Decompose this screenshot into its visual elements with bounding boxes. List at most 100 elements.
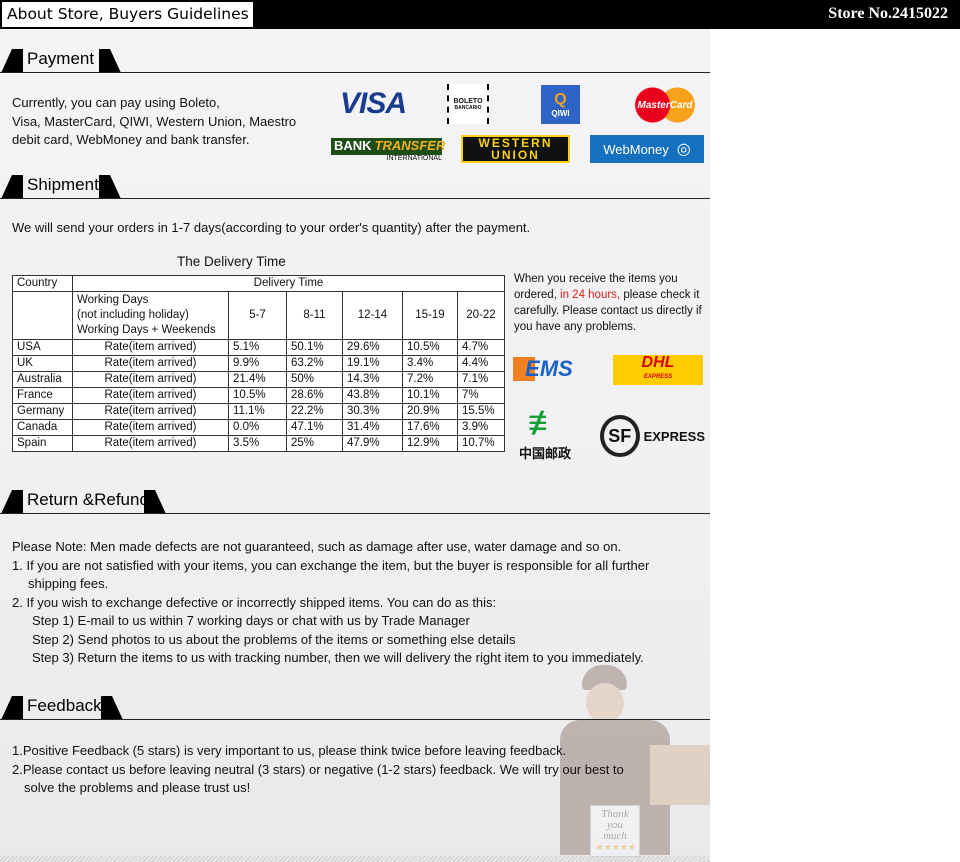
rate-cell: 29.6% bbox=[342, 339, 403, 356]
rate-cell: 50% bbox=[286, 371, 343, 388]
rate-cell: 9.9% bbox=[228, 355, 287, 372]
range-header: 12-14 bbox=[342, 291, 403, 340]
rate-cell: 10.5% bbox=[228, 387, 287, 404]
rate-cell: 11.1% bbox=[228, 403, 287, 420]
text-line: Step 2) Send photos to us about the prob… bbox=[32, 631, 516, 647]
delivery-man-image: Thank you much ★★★★★ bbox=[550, 665, 710, 857]
page-title: About Store, Buyers Guidelines bbox=[2, 2, 253, 27]
table-row: UK Rate(item arrived) 9.9% 63.2% 19.1% 3.4% 4.… bbox=[12, 355, 505, 372]
western-union-logo: WESTERN UNION bbox=[461, 135, 570, 163]
section-header-payment: Payment bbox=[0, 47, 710, 73]
rate-cell: 7% bbox=[457, 387, 505, 404]
rate-cell: 4.4% bbox=[457, 355, 505, 372]
range-header: 8-11 bbox=[286, 291, 343, 340]
rate-cell: 21.4% bbox=[228, 371, 287, 388]
sub-label: Working Days + Weekends bbox=[77, 324, 216, 336]
rate-label: Rate(item arrived) bbox=[72, 339, 229, 356]
rate-cell: 7.2% bbox=[402, 371, 458, 388]
rate-cell: 22.2% bbox=[286, 403, 343, 420]
logo-text: BANCARIO bbox=[454, 104, 482, 111]
logo-text: DHL bbox=[641, 354, 675, 371]
text-line: 1.Positive Feedback (5 stars) is very im… bbox=[12, 743, 567, 758]
rate-label: Rate(item arrived) bbox=[72, 355, 229, 372]
section-header-shipment: Shipment bbox=[0, 173, 710, 199]
rate-cell: 14.3% bbox=[342, 371, 403, 388]
ems-logo: EMS bbox=[513, 356, 585, 381]
logo-text: BANK bbox=[334, 137, 372, 153]
text-line: solve the problems and please trust us! bbox=[24, 780, 251, 795]
dhl-logo: DHL EXPRESS bbox=[613, 355, 703, 385]
country-cell: Australia bbox=[12, 371, 73, 388]
rate-cell: 30.3% bbox=[342, 403, 403, 420]
table-row: Spain Rate(item arrived) 3.5% 25% 47.9% 12.9%… bbox=[12, 435, 505, 452]
section-title: Shipment bbox=[27, 175, 99, 194]
mastercard-logo: MasterCard bbox=[634, 86, 696, 124]
store-number: Store No.2415022 bbox=[828, 5, 948, 22]
rate-cell: 7.1% bbox=[457, 371, 505, 388]
logo-text: BOLETO bbox=[453, 97, 483, 105]
table-row: USA Rate(item arrived) 5.1% 50.1% 29.6% 10.5%… bbox=[12, 339, 505, 356]
range-header: 5-7 bbox=[228, 291, 287, 340]
sub-label: (not including holiday) bbox=[77, 309, 189, 321]
logo-text: 中国邮政 bbox=[518, 445, 571, 461]
rate-cell: 5.1% bbox=[228, 339, 287, 356]
rate-cell: 12.9% bbox=[402, 435, 458, 452]
country-cell: France bbox=[12, 387, 73, 404]
payment-text: Currently, you can pay using Boleto, Vis… bbox=[12, 94, 296, 150]
rate-cell: 25% bbox=[286, 435, 343, 452]
rate-cell: 3.4% bbox=[402, 355, 458, 372]
top-bar: About Store, Buyers Guidelines Store No.… bbox=[0, 0, 960, 29]
logo-text: UNION bbox=[491, 148, 540, 162]
logo-text: WESTERN bbox=[478, 136, 553, 150]
rate-cell: 10.7% bbox=[457, 435, 505, 452]
boleto-logo: BOLETO BANCARIO bbox=[447, 84, 489, 124]
header-delivery-time: Delivery Time bbox=[72, 275, 505, 292]
rate-cell: 63.2% bbox=[286, 355, 343, 372]
logo-text: QIWI bbox=[551, 109, 570, 118]
rate-cell: 17.6% bbox=[402, 419, 458, 436]
rate-cell: 20.9% bbox=[402, 403, 458, 420]
rate-cell: 15.5% bbox=[457, 403, 505, 420]
logo-text: INTERNATIONAL bbox=[386, 154, 443, 162]
rate-cell: 3.9% bbox=[457, 419, 505, 436]
china-post-logo: ≢ 中国邮政 bbox=[518, 403, 571, 461]
shipment-text: We will send your orders in 1-7 days(acc… bbox=[12, 220, 531, 235]
section-title: Return &Refund bbox=[27, 490, 149, 509]
text-line: Currently, you can pay using Boleto, bbox=[12, 95, 220, 110]
rate-cell: 3.5% bbox=[228, 435, 287, 452]
country-cell: Germany bbox=[12, 403, 73, 420]
sf-express-logo: SF EXPRESS bbox=[600, 414, 705, 458]
logo-text: SF bbox=[600, 415, 640, 457]
rate-cell: 47.1% bbox=[286, 419, 343, 436]
text-line: 1. If you are not satisfied with your it… bbox=[12, 557, 650, 573]
section-header-refund: Return &Refund bbox=[0, 488, 710, 514]
rate-cell: 4.7% bbox=[457, 339, 505, 356]
header-country: Country bbox=[12, 275, 73, 292]
rate-cell: 28.6% bbox=[286, 387, 343, 404]
text-line: Visa, MasterCard, QIWI, Western Union, M… bbox=[12, 113, 297, 129]
visa-logo: VISA bbox=[339, 87, 407, 120]
delivery-time-table: Country Delivery Time Working Days (not in… bbox=[12, 275, 505, 452]
text-line: shipping fees. bbox=[28, 576, 109, 591]
note-highlight: in 24 hours, bbox=[560, 289, 621, 301]
table-row: Australia Rate(item arrived) 21.4% 50% 14.3%… bbox=[12, 371, 505, 388]
card-text: Thank bbox=[601, 808, 629, 820]
text-line: Please Note: Men made defects are not gu… bbox=[12, 539, 622, 554]
bank-transfer-logo: BANK TRANSFER INTERNATIONAL bbox=[331, 136, 445, 163]
country-cell: Canada bbox=[12, 419, 73, 436]
inspection-note: When you receive the items you ordered, … bbox=[514, 271, 710, 335]
rate-label: Rate(item arrived) bbox=[72, 387, 229, 404]
note-text: please check it carefully. Please contac… bbox=[514, 289, 702, 333]
rate-cell: 10.1% bbox=[402, 387, 458, 404]
section-title: Payment bbox=[27, 49, 95, 68]
text-line: 2.Please contact us before leaving neutr… bbox=[12, 761, 624, 777]
section-title: Feedback bbox=[27, 696, 102, 715]
feedback-text: 1.Positive Feedback (5 stars) is very im… bbox=[12, 742, 624, 798]
note-text: When you receive the items you ordered, bbox=[514, 273, 678, 301]
card-text: much bbox=[603, 830, 627, 842]
sub-label: Working Days bbox=[77, 294, 149, 306]
section-header-feedback: Feedback bbox=[0, 694, 710, 720]
text-line: debit card, WebMoney and bank transfer. bbox=[12, 132, 250, 147]
rate-cell: 43.8% bbox=[342, 387, 403, 404]
country-cell: USA bbox=[12, 339, 73, 356]
